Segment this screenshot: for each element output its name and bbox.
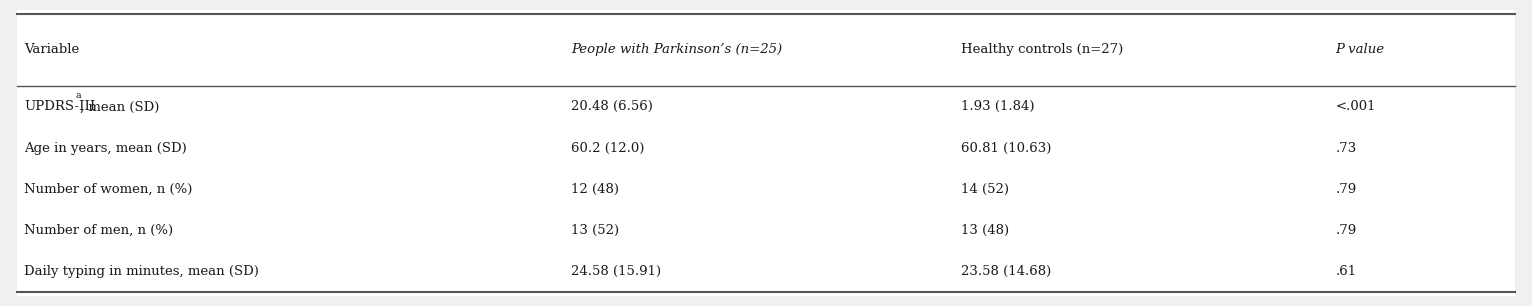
Text: .79: .79	[1336, 183, 1357, 196]
Text: People with Parkinson’s (n=25): People with Parkinson’s (n=25)	[571, 43, 783, 56]
Text: 14 (52): 14 (52)	[961, 183, 1010, 196]
Text: P value: P value	[1336, 43, 1385, 56]
Text: 60.2 (12.0): 60.2 (12.0)	[571, 142, 645, 155]
Text: Number of women, n (%): Number of women, n (%)	[25, 183, 193, 196]
Text: a: a	[75, 91, 81, 100]
Text: 12 (48): 12 (48)	[571, 183, 619, 196]
Text: 23.58 (14.68): 23.58 (14.68)	[961, 265, 1051, 278]
Text: 13 (48): 13 (48)	[961, 224, 1010, 237]
Text: 24.58 (15.91): 24.58 (15.91)	[571, 265, 662, 278]
Text: , mean (SD): , mean (SD)	[80, 100, 159, 114]
Text: UPDRS-III: UPDRS-III	[25, 100, 95, 114]
Text: 1.93 (1.84): 1.93 (1.84)	[961, 100, 1034, 114]
Text: Number of men, n (%): Number of men, n (%)	[25, 224, 173, 237]
Text: .79: .79	[1336, 224, 1357, 237]
Text: <.001: <.001	[1336, 100, 1376, 114]
Text: Variable: Variable	[25, 43, 80, 56]
Text: .73: .73	[1336, 142, 1357, 155]
Text: Healthy controls (n=27): Healthy controls (n=27)	[961, 43, 1123, 56]
Text: 60.81 (10.63): 60.81 (10.63)	[961, 142, 1051, 155]
Text: Daily typing in minutes, mean (SD): Daily typing in minutes, mean (SD)	[25, 265, 259, 278]
Text: 13 (52): 13 (52)	[571, 224, 619, 237]
Text: 20.48 (6.56): 20.48 (6.56)	[571, 100, 653, 114]
Text: .61: .61	[1336, 265, 1357, 278]
Text: Age in years, mean (SD): Age in years, mean (SD)	[25, 142, 187, 155]
